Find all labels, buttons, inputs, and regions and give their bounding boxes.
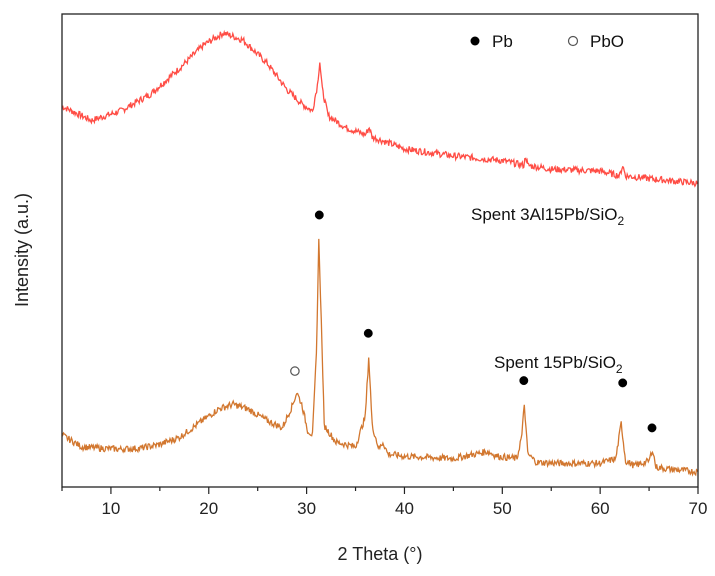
plot-frame [61, 13, 699, 488]
pb-peak-marker-1 [314, 210, 324, 220]
y-axis-label: Intensity (a.u.) [12, 193, 32, 307]
x-tick-label-10: 10 [101, 499, 120, 518]
pb-peak-marker-2 [363, 328, 373, 338]
series-label-lower: Spent 15Pb/SiO2 [494, 353, 623, 376]
legend-pb-marker [470, 36, 480, 46]
legend: Pb PbO [470, 32, 624, 51]
series-line-lower [61, 238, 699, 477]
x-tick-label-50: 50 [493, 499, 512, 518]
x-tick-label-70: 70 [689, 499, 708, 518]
pb-peak-marker-3 [519, 376, 529, 386]
peak-markers [290, 210, 657, 433]
pb-peak-marker-5 [647, 423, 657, 433]
plot-lines [61, 29, 699, 477]
x-tick-label-20: 20 [199, 499, 218, 518]
x-tick-label-60: 60 [591, 499, 610, 518]
pb-peak-marker-4 [618, 378, 628, 388]
legend-pbo-label: PbO [590, 32, 624, 51]
x-tick-label-40: 40 [395, 499, 414, 518]
x-tick-label-30: 30 [297, 499, 316, 518]
legend-pbo-marker [567, 35, 579, 47]
x-axis-tick-labels: 10 20 30 40 50 60 70 [101, 499, 707, 518]
legend-pb-label: Pb [492, 32, 513, 51]
pbo-peak-marker-0 [290, 366, 300, 376]
x-axis-label: 2 Theta (°) [338, 544, 423, 564]
x-axis-ticks [61, 487, 699, 494]
series-line-upper [61, 29, 699, 188]
series-label-upper: Spent 3Al15Pb/SiO2 [471, 205, 624, 228]
